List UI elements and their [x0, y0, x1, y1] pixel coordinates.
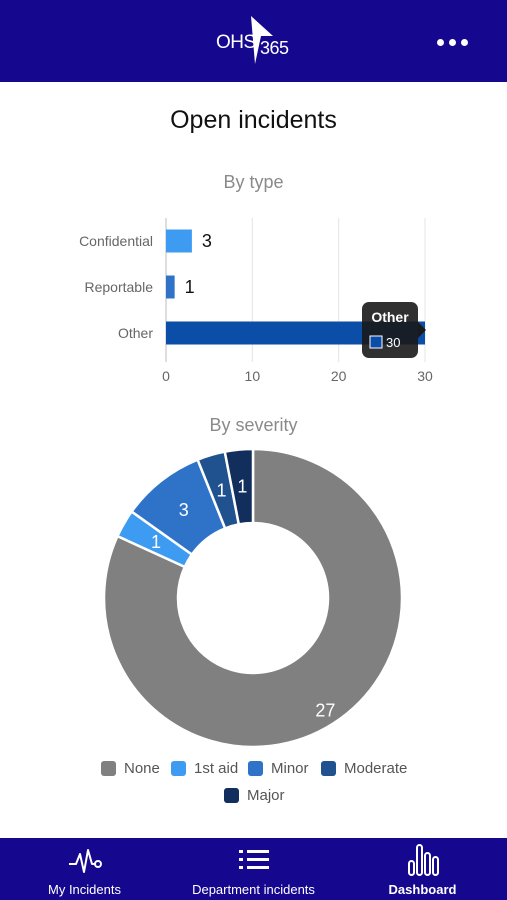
- donut-slice: [102, 447, 404, 749]
- slice-data-label: 1: [151, 532, 161, 552]
- bar: [166, 229, 192, 253]
- x-tick-label: 10: [245, 368, 261, 384]
- legend-swatch: [248, 761, 263, 776]
- donut-slice: [223, 447, 255, 526]
- legend-item[interactable]: None: [101, 760, 160, 777]
- tab-label: My Incidents: [48, 882, 121, 897]
- tooltip-swatch: [369, 335, 383, 349]
- bar-data-label: 3: [202, 231, 212, 251]
- x-tick-label: 0: [162, 368, 170, 384]
- app-header: OHS 365: [0, 0, 507, 82]
- heartbeat-icon: [68, 849, 102, 873]
- legend-item[interactable]: Minor: [248, 760, 309, 777]
- logo-flag-icon: [251, 16, 273, 64]
- page-title: Open incidents: [170, 106, 337, 134]
- y-category-label: Other: [118, 325, 153, 341]
- legend-swatch: [321, 761, 336, 776]
- more-dots-icon: [436, 38, 444, 46]
- tooltip-title: Other: [371, 309, 409, 325]
- bar: [166, 321, 425, 345]
- legend-label: 1st aid: [194, 760, 239, 777]
- legend-item[interactable]: 1st aid: [171, 760, 238, 777]
- by-severity-title: By severity: [209, 415, 298, 435]
- bar-chart-icon: [407, 844, 439, 876]
- legend-swatch: [101, 761, 116, 776]
- y-category-label: Reportable: [85, 279, 154, 295]
- tab-department-incidents[interactable]: Department incidents: [169, 838, 338, 900]
- bar-tooltip: Other 30: [362, 302, 426, 358]
- x-tick-label: 30: [417, 368, 433, 384]
- by-type-title: By type: [223, 172, 284, 192]
- bar-data-label: 1: [185, 277, 195, 297]
- legend-label: Moderate: [344, 760, 408, 777]
- slice-data-label: 1: [237, 477, 247, 497]
- legend-item[interactable]: Moderate: [321, 760, 407, 777]
- logo-text-sub: 365: [260, 38, 289, 58]
- legend-label: Major: [247, 787, 285, 804]
- bottom-tab-bar: My Incidents Department incidents Dashbo…: [0, 838, 507, 900]
- tab-my-incidents[interactable]: My Incidents: [0, 838, 169, 900]
- slice-data-label: 27: [315, 701, 335, 721]
- x-tick-label: 20: [331, 368, 347, 384]
- tooltip-value: 30: [386, 335, 400, 350]
- logo-text-main: OHS: [216, 32, 256, 53]
- app-logo: OHS 365: [216, 16, 296, 66]
- legend-swatch: [171, 761, 186, 776]
- legend-label: None: [124, 760, 160, 777]
- more-options-button[interactable]: [430, 30, 474, 54]
- tooltip-arrow: [418, 322, 426, 338]
- y-category-label: Confidential: [79, 233, 153, 249]
- legend-swatch: [224, 788, 239, 803]
- tab-label: Dashboard: [388, 882, 457, 897]
- list-icon: [238, 850, 269, 869]
- more-dot: [448, 38, 456, 46]
- tab-dashboard[interactable]: Dashboard: [338, 838, 507, 900]
- slice-data-label: 1: [216, 481, 226, 501]
- legend-item[interactable]: Major: [224, 787, 285, 804]
- more-dot: [460, 38, 468, 46]
- slice-data-label: 3: [179, 500, 189, 520]
- legend-label: Minor: [271, 760, 309, 777]
- tab-label: Department incidents: [192, 882, 315, 897]
- bar: [166, 275, 175, 299]
